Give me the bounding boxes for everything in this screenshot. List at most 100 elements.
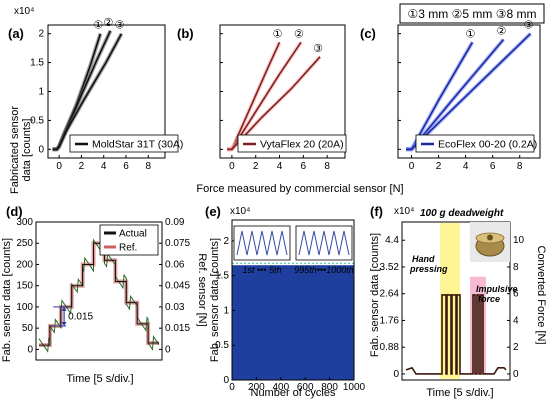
panel-a-curve-label-3: ③	[115, 20, 125, 32]
top-xlabel: Force measured by commercial sensor [N]	[196, 183, 403, 195]
panel-c-curve-3	[406, 33, 532, 151]
panel-a-ytick-label: 0	[38, 144, 44, 155]
panel-a-ytick-label: 2	[38, 29, 44, 40]
panel-c-curve-label-2: ②	[497, 25, 507, 37]
panel-e-inset-right-wave	[298, 230, 350, 256]
e-exponent-label: x10⁴	[230, 206, 250, 217]
panel-e-ytick-label: 1	[223, 305, 229, 316]
panel-d-frame	[35, 221, 163, 361]
panel-c-curve-label-1: ①	[465, 28, 475, 40]
panel-b-tag: (b)	[177, 26, 194, 41]
panel-c-xtick-label: 6	[490, 161, 496, 172]
panel-f-ytick-label: 0	[393, 369, 399, 380]
panel-c-xtick-label: 4	[463, 161, 469, 172]
e-ylabel: Fab. sensor data [counts]	[209, 238, 221, 362]
panel-e-inset-right-label: 995th•••1000th	[294, 265, 354, 275]
panel-e-cycle-fill	[232, 265, 354, 380]
panel-e-frame	[231, 219, 355, 381]
panel-f-ytick-label: 0.88	[380, 342, 400, 353]
size-legend-box	[399, 3, 545, 24]
panel-b-curve-1	[227, 41, 281, 151]
panel-d-y2tick-label: 0	[165, 344, 171, 355]
panel-f-y2tick-label: 8	[513, 262, 519, 273]
panel-b-legend-label: VytaFlex 20 (20A)	[260, 139, 344, 151]
panel-d-annotation: 0.015	[68, 311, 93, 322]
panel-e: 0 0.5 1 1.5 2 0 200 400 600 800 1000 1st ••• 5th 995…	[215, 219, 366, 393]
panel-d-ref-band	[39, 241, 159, 348]
panel-c-legend-box	[415, 134, 535, 153]
panel-f-weight-knob	[487, 234, 493, 241]
panel-b-xtick-label: 0	[229, 161, 235, 172]
panel-f-ytick-label: 1.76	[380, 315, 400, 326]
panel-a-ytick-label: 1.5	[30, 58, 44, 69]
panel-e-xtick-label: 1000	[343, 382, 366, 393]
panel-d-y2tick-label: 0.09	[165, 217, 185, 228]
panel-b-legend-box	[237, 134, 347, 153]
panel-e-inset-left-wave	[236, 230, 288, 256]
panel-d-legend-box	[99, 224, 159, 256]
panel-a-curve-band-1	[52, 33, 103, 152]
e-xlabel: Number of cycles	[251, 387, 336, 399]
panel-a-ytick-label: 0.5	[30, 115, 44, 126]
f-y2label: Converted Force [N]	[535, 245, 547, 344]
panel-f-y2tick-label: 4	[513, 315, 519, 326]
panel-a-ytick-label: 1	[38, 87, 44, 98]
panel-c-xtick-label: 0	[409, 161, 415, 172]
panel-e-ytick-label: 0	[223, 375, 229, 386]
panel-e-xtick-label: 800	[321, 382, 338, 393]
panel-a-xtick-label: 8	[146, 161, 152, 172]
panel-f-signal-line	[405, 294, 507, 375]
panel-f-y2tick-label: 0	[513, 369, 519, 380]
panel-f-tag: (f)	[370, 204, 383, 219]
panel-d-legend-actual: Actual	[119, 229, 147, 240]
top-ylabel: Fabricated sensor data [counts]	[9, 106, 33, 194]
panel-a-xtick-label: 0	[56, 161, 62, 172]
panel-d-ytick-label: 150	[16, 281, 33, 292]
panel-d-y2tick-label: 0.015	[165, 323, 190, 334]
panel-d-y2tick-label: 0.045	[165, 281, 190, 292]
panel-f-y2tick-label: 2	[513, 342, 519, 353]
panel-d-ytick-label: 250	[16, 238, 33, 249]
panel-e-inset-left-label: 1st ••• 5th	[243, 265, 282, 275]
panel-e-xtick-label: 0	[229, 382, 235, 393]
panel-f-ytick-label: 2.64	[380, 289, 400, 300]
f-xlabel: Time [5 s/div.]	[426, 387, 493, 399]
panel-f-hand-band	[440, 223, 460, 379]
panel-d-ytick-label: 100	[16, 302, 33, 313]
panel-d-legend-ref: Ref.	[119, 243, 137, 254]
panel-a-curve-label-2: ②	[103, 17, 113, 29]
panel-e-xtick-label: 400	[272, 382, 289, 393]
panel-b-xtick-label: 8	[324, 161, 330, 172]
panel-a-legend-label: MoldStar 31T (30A)	[92, 139, 183, 151]
panel-d-arrowhead-down	[61, 322, 67, 327]
panel-f-frame	[401, 221, 511, 381]
panel-f-ytick-label: 4.4	[385, 235, 399, 246]
panel-d-arrowhead-up	[61, 306, 67, 311]
panel-b-xtick-label: 2	[253, 161, 259, 172]
panel-a-legend-box	[69, 134, 179, 153]
panel-d-ytick-label: 50	[22, 323, 34, 334]
d-xlabel: Time [5 s/div.]	[66, 373, 133, 385]
panel-e-xtick-label: 600	[297, 382, 314, 393]
panel-f-impulse-band	[470, 276, 486, 374]
panel-d-y2tick-label: 0.06	[165, 259, 185, 270]
panel-d-ytick-label: 300	[16, 217, 33, 228]
panel-b-curve-label-2: ②	[294, 28, 304, 40]
panel-b-xtick-label: 4	[277, 161, 283, 172]
panel-d-ref-line	[39, 242, 159, 346]
panel-a-xtick-label: 6	[123, 161, 129, 172]
panel-f-y2tick-label: 10	[513, 235, 525, 246]
panel-d-ytick-label: 200	[16, 259, 33, 270]
panel-d-tag: (d)	[6, 204, 23, 219]
top-ylabel-line1: Fabricated sensor	[9, 106, 21, 194]
f-title: 100 g deadweight	[420, 208, 504, 219]
panel-c-curve-label-3: ③	[524, 20, 534, 32]
panel-e-ytick-label: 1.5	[215, 271, 229, 282]
panel-a-xtick-label: 4	[101, 161, 107, 172]
panel-c-legend-label: EcoFlex 00-20 (0.2A)	[438, 139, 537, 151]
panel-d-y2tick-label: 0.03	[165, 302, 185, 313]
panel-f-ytick-label: 3.52	[380, 262, 400, 273]
panel-d-y2tick-label: 0.075	[165, 238, 190, 249]
